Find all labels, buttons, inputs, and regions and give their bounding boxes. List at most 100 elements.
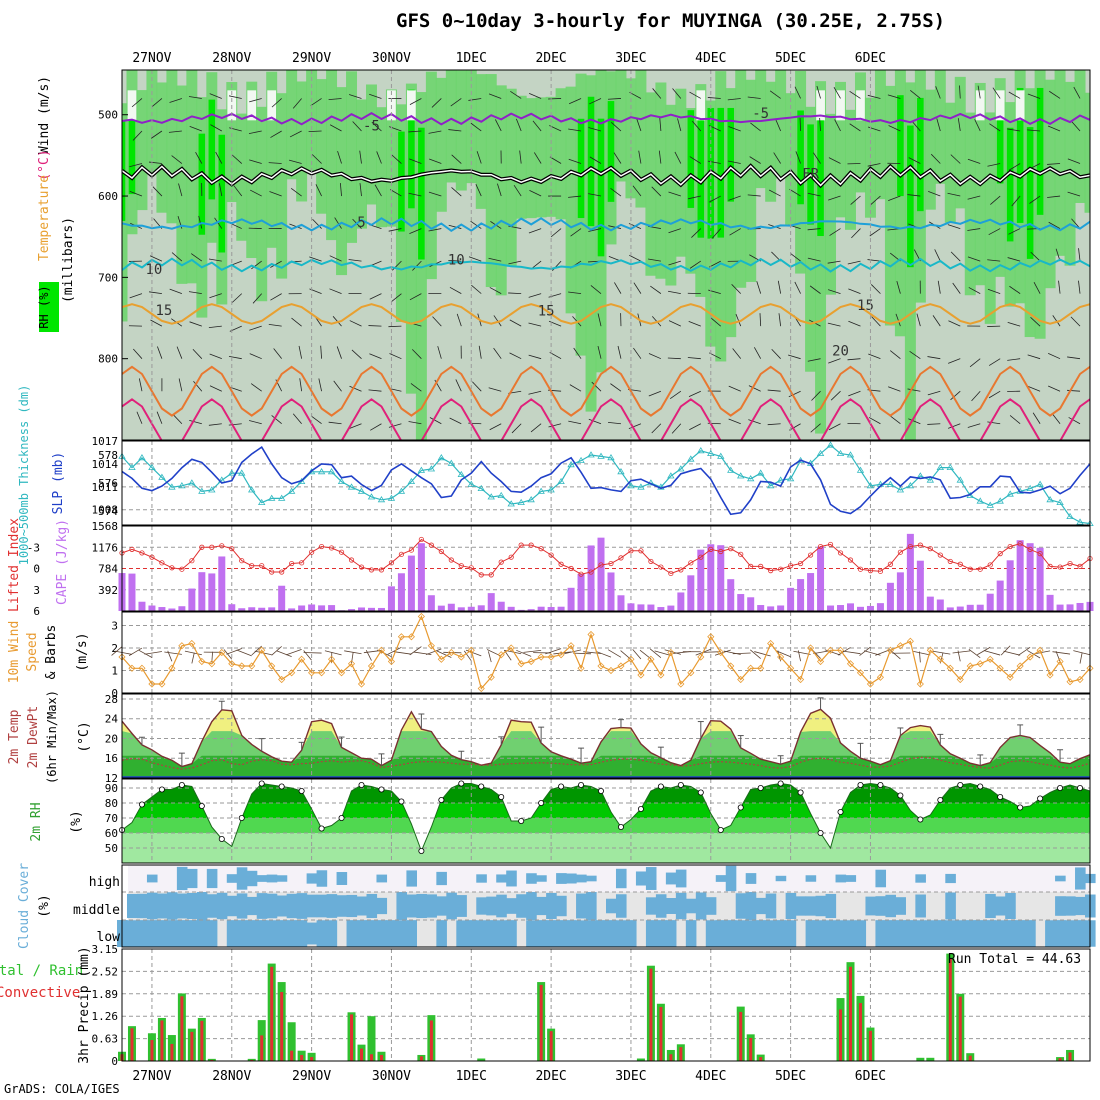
rh-axis-label: RH (%) xyxy=(37,285,51,328)
cape-bar xyxy=(916,560,924,611)
cloud-bar xyxy=(805,920,817,947)
wind-barb xyxy=(448,129,462,132)
li-point xyxy=(279,569,285,575)
cloud-bar xyxy=(266,893,278,919)
wind-speed-point xyxy=(936,655,944,663)
precip-convective-bar xyxy=(250,1059,254,1061)
wind-speed-point xyxy=(976,660,984,668)
wind-barb xyxy=(589,156,602,164)
panel-frame xyxy=(121,778,1091,864)
thickness-point xyxy=(188,479,196,486)
wind-barb xyxy=(476,151,482,164)
wind-barb xyxy=(930,153,941,164)
wind-10m-barb xyxy=(1073,650,1091,656)
cape-bar xyxy=(288,608,296,611)
precip-convective-bar xyxy=(968,1055,972,1061)
cape-bar xyxy=(198,572,206,611)
cape-bar xyxy=(178,606,186,611)
panel-frame xyxy=(121,611,1091,694)
wind-barb xyxy=(489,423,502,431)
wind-barb xyxy=(270,293,282,301)
thickness-point xyxy=(816,449,825,456)
rh-moist-column xyxy=(535,97,547,218)
wind-barb xyxy=(727,160,741,164)
cloud-bar xyxy=(566,873,577,884)
wind-barb xyxy=(493,347,502,359)
wind-speed-point xyxy=(407,633,415,641)
rh-band xyxy=(122,803,1090,818)
wind-10m-barb xyxy=(732,652,751,655)
thickness-point xyxy=(1006,490,1014,497)
thickness-point xyxy=(1026,484,1034,491)
wind-speed-point xyxy=(308,669,316,677)
wind-barb xyxy=(597,313,602,327)
cloud-bar xyxy=(506,920,517,947)
wind-barb xyxy=(813,152,821,164)
wind-barb xyxy=(928,191,941,197)
wind-speed-point xyxy=(956,675,964,684)
wind-barb xyxy=(617,345,622,359)
wind-barb xyxy=(1009,285,1021,294)
precip-convective-bar xyxy=(858,1003,862,1061)
wind-barb xyxy=(869,228,881,237)
cape-bar xyxy=(537,606,545,611)
wind-barb xyxy=(249,420,262,425)
wind-barb xyxy=(689,260,702,269)
wind-panel: 0 1 2 3 10m Wind Speed & Barbs (m/s) xyxy=(7,611,1094,700)
wind-barb xyxy=(311,154,322,164)
wind-barb xyxy=(777,280,782,294)
wind-barb xyxy=(488,257,502,262)
li-point xyxy=(788,563,794,569)
cloud-bar xyxy=(785,920,797,947)
li-point xyxy=(209,544,215,550)
rh-dry-patch xyxy=(816,90,825,121)
cloud-bar xyxy=(645,920,657,947)
wind-barb xyxy=(711,228,722,239)
wind-barb xyxy=(932,315,941,327)
cape-tick-label: 1568 xyxy=(92,520,119,533)
wind-barb xyxy=(570,228,582,237)
wind-speed-point xyxy=(816,657,825,666)
contour-label: 15 xyxy=(857,298,874,314)
wind-barb xyxy=(591,381,602,392)
cloud-bar xyxy=(546,892,557,920)
wind-barb xyxy=(767,389,781,392)
thickness-point xyxy=(707,449,715,456)
cloud-bar xyxy=(815,895,827,917)
li-point xyxy=(199,544,205,550)
thickness-point xyxy=(766,482,775,489)
rh-tick-label: 60 xyxy=(105,827,118,840)
top-date-label: 2DEC xyxy=(535,51,566,66)
wind-barb xyxy=(967,256,981,262)
wind-10m-barb xyxy=(913,650,931,656)
wind-barb xyxy=(597,345,602,359)
wind-speed-point xyxy=(258,646,266,654)
cloud-bar xyxy=(875,920,887,947)
thickness-point xyxy=(138,454,146,461)
temp-tick-label: 12 xyxy=(105,772,118,785)
cape-bar xyxy=(397,573,405,611)
wind-barb xyxy=(709,195,721,203)
wind-barb xyxy=(428,191,442,197)
pressure-tick-label: 500 xyxy=(98,109,118,122)
rh-moist-column xyxy=(1084,92,1090,213)
wind-10m-barb xyxy=(387,646,402,655)
cape-bar xyxy=(497,601,505,611)
cloud-bar xyxy=(645,897,657,915)
thickness-point xyxy=(457,470,466,477)
rh-point xyxy=(418,848,425,855)
wind-10m-barb xyxy=(144,651,162,655)
cape-bar xyxy=(697,549,705,611)
wind-barb xyxy=(509,352,522,360)
cloud-bar xyxy=(216,892,228,920)
cape-bar xyxy=(128,573,136,611)
wind-barb xyxy=(911,120,921,132)
wind-barb xyxy=(348,94,362,99)
wind-10m-barb xyxy=(919,651,921,663)
rh-point xyxy=(657,783,664,790)
rh-title-label: 2m RH xyxy=(29,802,44,841)
li-point xyxy=(867,568,874,574)
wind-barb xyxy=(122,163,123,164)
wind-10m-barb xyxy=(664,649,681,655)
wind-10m-barb xyxy=(723,650,741,655)
